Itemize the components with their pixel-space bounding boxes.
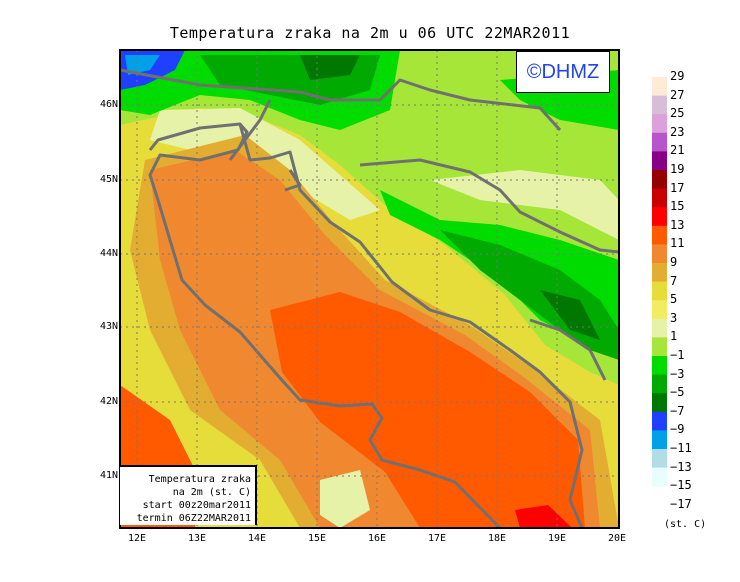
info-box: Temperatura zraka na 2m (st. C) start 00… — [120, 465, 257, 525]
legend-label: 25 — [670, 106, 685, 121]
dhmz-logo: ©DHMZ — [516, 51, 610, 93]
info-line: Temperatura zraka — [148, 474, 251, 485]
legend-swatch — [652, 77, 667, 96]
italy-coastline — [148, 122, 502, 528]
legend-label: −17 — [670, 496, 692, 511]
legend-label: 19 — [670, 162, 685, 176]
legend-label: 11 — [670, 236, 685, 251]
legend-label: −1 — [670, 348, 685, 362]
lat-label: 44N — [99, 248, 118, 259]
legend-swatch — [652, 374, 667, 394]
legend-swatch — [652, 430, 667, 450]
map-frame — [119, 49, 620, 529]
field-light-green — [120, 50, 619, 385]
legend-swatch — [652, 207, 667, 227]
legend-swatch — [652, 337, 667, 357]
field-cyan — [125, 55, 160, 75]
legend-swatch — [652, 188, 667, 208]
lon-label: 20E — [607, 533, 627, 544]
islands — [284, 169, 302, 192]
lat-label: 45N — [99, 174, 118, 185]
legend-swatch — [652, 151, 667, 171]
legend-swatch — [652, 114, 667, 134]
legend-swatch — [652, 170, 667, 189]
lon-label: 12E — [127, 533, 147, 544]
lat-label: 42N — [99, 396, 118, 407]
legend-swatch — [652, 393, 667, 413]
legend-label: 7 — [670, 273, 678, 288]
legend-label: 9 — [670, 255, 678, 269]
legend-label: −3 — [670, 366, 685, 381]
legend-label: 13 — [670, 217, 685, 232]
lat-label: 46N — [99, 99, 118, 110]
legend-swatch — [652, 244, 667, 264]
legend-swatch — [652, 281, 667, 301]
legend-label: 15 — [670, 199, 685, 214]
legend-label: −13 — [670, 459, 692, 474]
lon-label: 15E — [307, 533, 327, 544]
lon-label: 13E — [187, 533, 207, 544]
legend-label: −11 — [670, 441, 692, 455]
lon-label: 17E — [427, 533, 447, 544]
graticule — [120, 50, 619, 528]
legend-swatch — [652, 411, 667, 431]
bosnia-border — [359, 158, 619, 254]
legend-label: −15 — [670, 478, 692, 493]
lon-label: 19E — [547, 533, 567, 544]
info-line: termin 06Z22MAR2011 — [136, 513, 251, 524]
lon-label: 14E — [247, 533, 267, 544]
legend-label: −5 — [670, 385, 685, 400]
slovenia-border — [228, 99, 272, 161]
field-pale-east — [430, 170, 619, 240]
legend-swatch — [652, 263, 667, 282]
legend-swatch — [652, 132, 667, 152]
legend-label: −7 — [670, 403, 685, 418]
legend-swatch — [652, 449, 667, 468]
legend-label: 23 — [670, 124, 685, 139]
legend-color-bar — [652, 77, 667, 487]
legend-swatch — [652, 318, 667, 338]
legend-unit: (st. C) — [664, 519, 707, 530]
field-11-13-sea — [270, 292, 585, 528]
lon-label: 16E — [367, 533, 387, 544]
legend-label: 5 — [670, 292, 678, 307]
map-title: Temperatura zraka na 2m u 06 UTC 22MAR20… — [169, 24, 571, 42]
field-13-15 — [515, 505, 572, 528]
info-line: na 2m (st. C) — [172, 487, 251, 498]
legend-swatch — [652, 300, 667, 320]
legend-label: −9 — [670, 422, 685, 437]
legend-label: 3 — [670, 310, 678, 325]
croatia-coastline — [238, 123, 584, 528]
field-darkest-green — [300, 55, 600, 340]
legend-swatch — [652, 225, 667, 245]
legend-label: 17 — [670, 180, 685, 195]
coastlines-and-borders — [120, 68, 619, 528]
legend-label: 29 — [670, 69, 685, 83]
legend-swatch — [652, 467, 667, 487]
field-pale-south — [320, 470, 370, 528]
legend-swatch — [652, 95, 667, 115]
lon-label: 18E — [487, 533, 507, 544]
montenegro-border — [529, 318, 607, 381]
legend-label: 1 — [670, 329, 678, 344]
north-border — [120, 68, 562, 132]
lat-label: 41N — [99, 470, 118, 481]
info-line: start 00z20mar2011 — [142, 500, 251, 511]
legend-label: 27 — [670, 87, 685, 102]
lat-label: 43N — [99, 321, 118, 332]
legend-swatch — [652, 356, 667, 375]
legend-label: 21 — [670, 143, 685, 158]
